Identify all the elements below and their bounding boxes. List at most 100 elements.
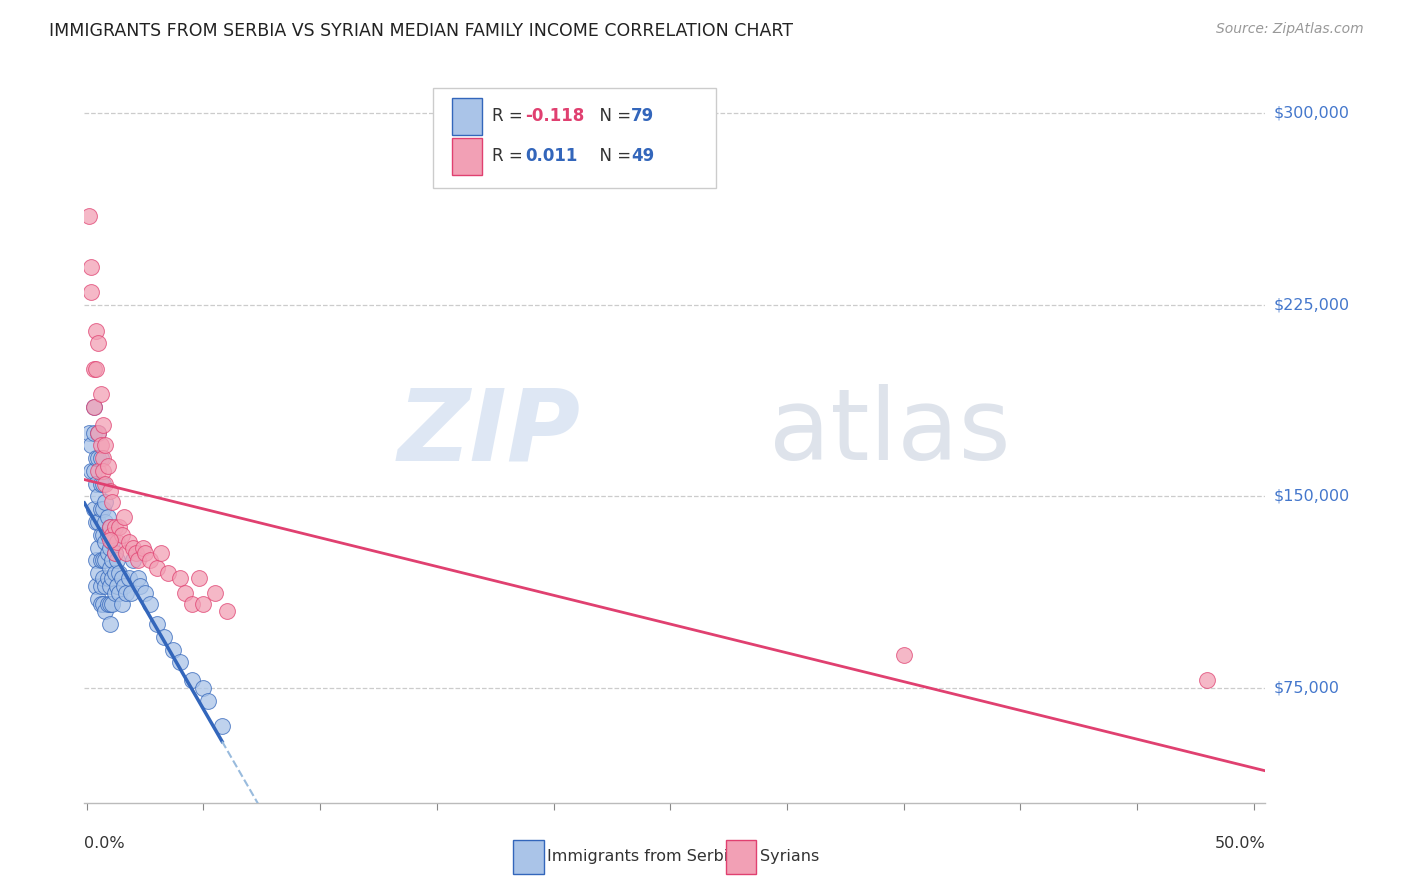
Point: [94, 494, 117, 508]
Point: [122, 553, 145, 567]
Point: [98, 520, 121, 534]
Point: [118, 571, 141, 585]
Point: [87, 490, 110, 504]
Point: [180, 673, 202, 688]
Text: Immigrants from Serbia: Immigrants from Serbia: [547, 848, 738, 863]
Point: [90, 597, 112, 611]
Point: [91, 417, 114, 432]
Point: [98, 541, 121, 555]
Point: [94, 579, 117, 593]
Point: [90, 579, 112, 593]
Point: [132, 541, 155, 555]
Point: [97, 546, 120, 560]
Point: [87, 336, 110, 351]
Point: [91, 451, 114, 466]
Point: [105, 579, 128, 593]
Point: [1195, 673, 1218, 688]
Point: [91, 527, 114, 541]
Point: [111, 597, 134, 611]
FancyBboxPatch shape: [513, 840, 544, 874]
Point: [111, 571, 134, 585]
Point: [80, 285, 103, 300]
Point: [91, 597, 114, 611]
Point: [84, 324, 107, 338]
Point: [215, 604, 238, 618]
Point: [84, 451, 107, 466]
Point: [91, 464, 114, 478]
Text: atlas: atlas: [769, 384, 1011, 481]
Point: [84, 361, 107, 376]
Point: [193, 681, 215, 695]
Point: [197, 694, 219, 708]
Point: [98, 520, 121, 534]
Point: [90, 527, 112, 541]
Point: [108, 566, 131, 580]
Point: [83, 400, 105, 414]
Point: [90, 438, 112, 452]
Text: N =: N =: [589, 108, 636, 126]
Point: [98, 617, 121, 632]
Point: [84, 553, 107, 567]
Point: [111, 527, 134, 541]
Point: [90, 476, 112, 491]
Point: [83, 361, 105, 376]
Point: [80, 464, 103, 478]
Point: [157, 566, 180, 580]
Point: [97, 597, 120, 611]
FancyBboxPatch shape: [725, 840, 756, 874]
Point: [115, 546, 138, 560]
Point: [87, 566, 110, 580]
Point: [112, 579, 135, 593]
Point: [77, 209, 100, 223]
Point: [108, 520, 131, 534]
Point: [120, 586, 142, 600]
Text: Source: ZipAtlas.com: Source: ZipAtlas.com: [1216, 22, 1364, 37]
Point: [104, 520, 127, 534]
Point: [97, 527, 120, 541]
Point: [87, 425, 110, 440]
Point: [83, 464, 105, 478]
Point: [104, 586, 127, 600]
Text: 49: 49: [631, 147, 654, 165]
Point: [84, 515, 107, 529]
Text: $75,000: $75,000: [1274, 681, 1340, 696]
Point: [180, 597, 202, 611]
FancyBboxPatch shape: [433, 88, 716, 188]
Point: [94, 535, 117, 549]
Point: [134, 546, 156, 560]
Point: [83, 400, 105, 414]
Point: [152, 630, 174, 644]
Point: [91, 476, 114, 491]
Point: [98, 561, 121, 575]
Point: [80, 438, 103, 452]
Point: [112, 509, 135, 524]
Text: R =: R =: [492, 147, 527, 165]
Point: [91, 502, 114, 516]
Point: [101, 535, 124, 549]
Text: -0.118: -0.118: [524, 108, 583, 126]
Point: [101, 527, 124, 541]
Point: [122, 541, 145, 555]
Text: $225,000: $225,000: [1274, 297, 1350, 312]
Point: [138, 553, 160, 567]
FancyBboxPatch shape: [451, 138, 482, 175]
Point: [104, 546, 127, 560]
Point: [98, 579, 121, 593]
Text: 50.0%: 50.0%: [1215, 836, 1265, 851]
Point: [104, 566, 127, 580]
Point: [87, 515, 110, 529]
Point: [101, 494, 124, 508]
Text: 79: 79: [631, 108, 654, 126]
Point: [98, 533, 121, 547]
Point: [162, 642, 184, 657]
Point: [169, 571, 191, 585]
Point: [94, 515, 117, 529]
Point: [127, 553, 149, 567]
Point: [87, 464, 110, 478]
Point: [125, 546, 148, 560]
Point: [94, 553, 117, 567]
Point: [129, 579, 152, 593]
Point: [204, 586, 226, 600]
Point: [97, 458, 120, 473]
Text: ZIP: ZIP: [398, 384, 581, 481]
